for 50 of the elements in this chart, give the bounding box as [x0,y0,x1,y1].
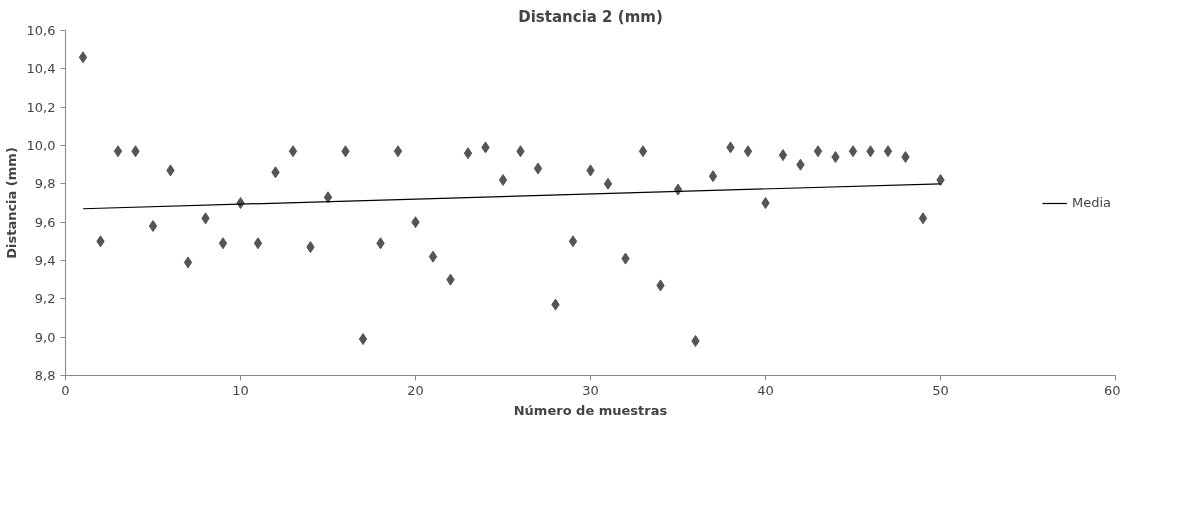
y-tick-label: 10,6 [26,23,56,38]
x-tick-label: 30 [582,382,599,398]
point [883,145,893,158]
point [568,235,578,248]
y-tick-label: 10,4 [26,61,56,77]
point [393,145,403,158]
point [113,145,123,158]
point [253,237,263,250]
chart-title: Distancia 2 (mm) [518,7,663,26]
point [918,212,928,225]
point [708,170,718,183]
legend-label: Media [1071,195,1111,210]
x-tick-label: 50 [932,382,949,398]
point [78,51,88,64]
point [463,147,473,160]
point [603,177,613,190]
y-tick-label: 9,4 [34,253,56,268]
point [778,149,788,162]
x-tick-label: 20 [407,382,424,398]
point [831,151,840,163]
point [848,145,858,158]
point [358,333,368,346]
x-tick-label: 10 [232,382,249,398]
point [218,237,228,250]
point [743,145,753,158]
point [761,197,770,209]
point [498,174,508,186]
x-tick-label: 0 [61,382,70,398]
y-tick-label: 10,2 [26,99,56,115]
point [936,174,945,186]
x-tick-label: 60 [1103,382,1121,398]
point [691,335,700,347]
point [323,191,333,204]
point [533,162,543,175]
point [288,145,298,158]
point [901,151,910,163]
point [638,145,648,158]
y-tick-label: 10,0 [26,138,56,153]
point [813,145,823,158]
y-tick-label: 9,0 [34,329,56,345]
x-axis-title: Número de muestras [513,402,668,418]
y-tick-label: 9,2 [34,291,56,307]
y-axis-title: Distancia (mm) [3,147,19,259]
point [148,220,158,232]
point [183,256,193,269]
point [428,250,438,263]
y-tick-label: 9,8 [34,176,56,192]
y-tick-label: 9,6 [34,214,56,230]
y-tick-label: 8,8 [34,368,56,383]
x-tick-label: 40 [757,382,774,398]
